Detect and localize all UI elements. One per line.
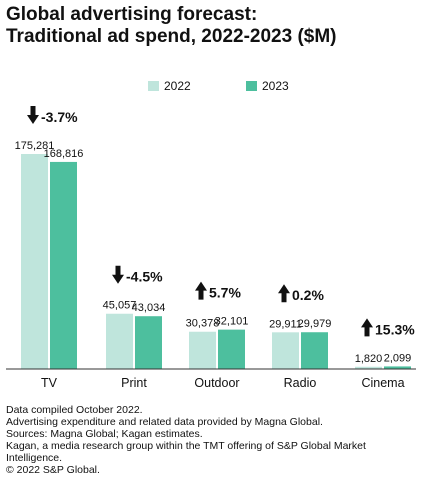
- footer-line-copyright: © 2022 S&P Global.: [6, 464, 100, 476]
- category-label-outdoor: Outdoor: [194, 376, 239, 390]
- change-label-outdoor: 5.7%: [209, 285, 241, 301]
- value-label-cinema-2022: 1,820: [355, 353, 383, 365]
- value-label-outdoor-2023: 32,101: [215, 316, 249, 328]
- bar-cinema-2023: [384, 366, 411, 369]
- bar-tv-2022: [21, 154, 48, 369]
- category-label-cinema: Cinema: [361, 376, 404, 390]
- value-label-tv-2022: 175,281: [15, 140, 55, 152]
- category-label-tv: TV: [41, 376, 58, 390]
- legend-swatch-2023: [246, 81, 257, 91]
- change-label-print: -4.5%: [126, 269, 163, 285]
- value-label-outdoor-2022: 30,378: [186, 318, 220, 330]
- arrow-down-icon: [112, 265, 124, 284]
- bar-radio-2022: [272, 332, 299, 369]
- chart-title-line-1: Global advertising forecast:: [6, 4, 258, 25]
- legend-swatch-2022: [148, 81, 159, 91]
- arrow-up-icon: [361, 318, 373, 337]
- arrow-down-icon: [27, 106, 39, 124]
- footer-line-provider: Advertising expenditure and related data…: [6, 416, 323, 428]
- value-label-cinema-2023: 2,099: [384, 352, 412, 364]
- value-label-print-2023: 43,034: [132, 302, 166, 314]
- bar-print-2022: [106, 313, 133, 369]
- footer-line-intelligence: Intelligence.: [6, 452, 63, 464]
- change-label-tv: -3.7%: [41, 109, 78, 125]
- change-label-cinema: 15.3%: [375, 321, 415, 337]
- bar-radio-2023: [301, 332, 328, 369]
- value-label-radio-2022: 29,911: [269, 318, 302, 330]
- value-label-tv-2023: 168,816: [44, 148, 84, 160]
- chart-title-line-2: Traditional ad spend, 2022-2023 ($M): [6, 26, 337, 47]
- footer-line-compiled: Data compiled October 2022.: [6, 404, 143, 416]
- chart-title: Global advertising forecast: Traditional…: [6, 4, 416, 48]
- bar-print-2023: [135, 316, 162, 369]
- footer-line-kagan: Kagan, a media research group within the…: [6, 440, 366, 452]
- legend-label-2022: 2022: [164, 79, 191, 93]
- chart-footer: Data compiled October 2022. Advertising …: [6, 404, 421, 476]
- bar-tv-2023: [50, 161, 77, 369]
- footer-line-sources: Sources: Magna Global; Kagan estimates.: [6, 428, 203, 440]
- bar-cinema-2022: [355, 366, 382, 369]
- value-label-print-2022: 45,057: [103, 300, 137, 312]
- bar-outdoor-2022: [189, 331, 216, 369]
- category-label-radio: Radio: [284, 376, 317, 390]
- bar-outdoor-2023: [218, 329, 245, 369]
- change-label-radio: 0.2%: [292, 287, 324, 303]
- category-label-print: Print: [121, 376, 147, 390]
- legend-label-2023: 2023: [262, 79, 289, 93]
- value-label-radio-2023: 29,979: [298, 318, 332, 330]
- arrow-up-icon: [195, 281, 207, 300]
- arrow-up-icon: [278, 284, 290, 303]
